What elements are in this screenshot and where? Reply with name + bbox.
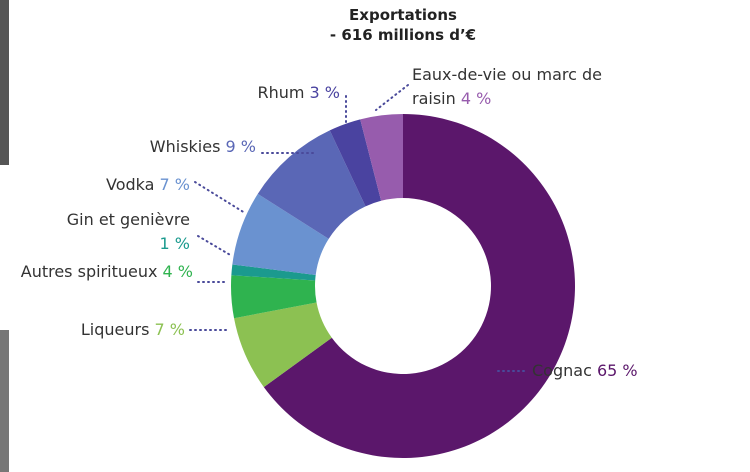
slice-label: Liqueurs 7 % [0,318,185,342]
slice-label: Eaux-de-vie ou marc de raisin 4 % [412,63,602,111]
value-label: 4 % [460,89,492,108]
leader-line [197,235,233,257]
chart-subtitle: - 616 millions d’€ [329,26,477,44]
category-label: Liqueurs [80,320,150,339]
slice-label: Gin et genièvre 1 % [40,208,190,256]
slice-label: Whiskies 9 % [56,135,256,159]
value-label: 1 % [159,234,190,253]
value-label: 4 % [162,262,193,281]
value-label: 9 % [225,137,256,156]
leader-line [375,84,409,111]
donut-slice [263,114,575,459]
slice-label: Cognac 65 % [532,359,750,383]
value-label: 65 % [596,361,638,380]
chart-title: Exportations [349,6,457,24]
side-strip [0,330,9,472]
donut-slice [257,130,366,239]
slice-label: Rhum 3 % [140,81,340,105]
category-label: Rhum [257,83,305,102]
category-label: Cognac [532,361,592,380]
donut-slice [234,302,332,388]
category-label: Whiskies [149,137,221,156]
value-label: 7 % [154,320,185,339]
category-label: Autres spiritueux [20,262,158,281]
value-label: 7 % [159,175,190,194]
slice-label: Vodka 7 % [0,173,190,197]
donut-slice [231,264,316,281]
slice-label: Autres spiritueux 4 % [13,260,193,284]
category-label: Gin et genièvre [66,210,190,229]
donut-slice [232,193,329,275]
side-strip [0,0,9,165]
donut-slice [329,119,382,207]
category-label: Eaux-de-vie ou marc de raisin [412,65,602,108]
leader-line [194,181,246,214]
category-label: Vodka [106,175,155,194]
donut-slice [231,275,317,319]
donut-slice [360,114,403,201]
value-label: 3 % [309,83,340,102]
